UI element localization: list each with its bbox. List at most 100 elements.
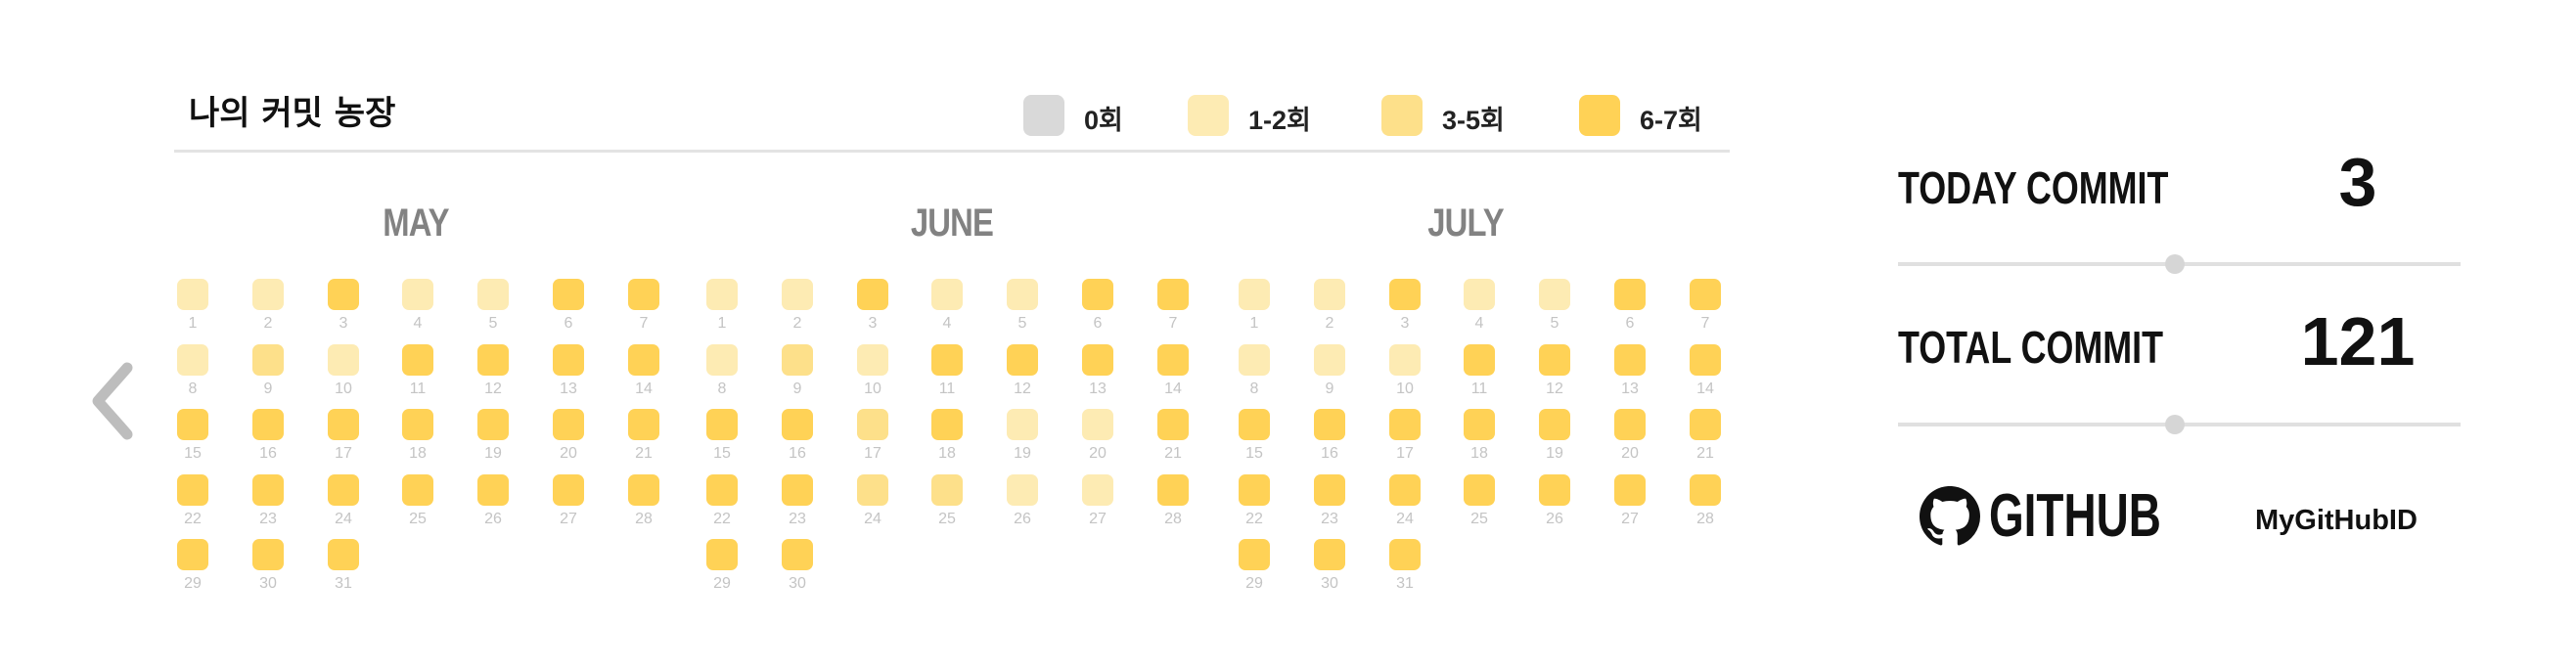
- day-cell-june-7[interactable]: 7: [1151, 279, 1196, 334]
- day-cell-july-2[interactable]: 2: [1307, 279, 1352, 334]
- day-cell-may-29[interactable]: 29: [170, 539, 215, 594]
- day-cell-july-24[interactable]: 24: [1382, 474, 1427, 529]
- day-cell-june-1[interactable]: 1: [700, 279, 745, 334]
- day-cell-may-3[interactable]: 3: [321, 279, 366, 334]
- day-cell-july-31[interactable]: 31: [1382, 539, 1427, 594]
- day-number: 12: [1546, 381, 1563, 397]
- day-cell-july-17[interactable]: 17: [1382, 409, 1427, 464]
- github-user-id[interactable]: MyGitHubID: [2255, 505, 2418, 536]
- commit-box: [177, 539, 208, 570]
- day-cell-july-19[interactable]: 19: [1532, 409, 1577, 464]
- day-cell-may-14[interactable]: 14: [621, 344, 666, 399]
- day-cell-june-25[interactable]: 25: [925, 474, 970, 529]
- day-cell-may-17[interactable]: 17: [321, 409, 366, 464]
- day-number: 12: [1014, 381, 1031, 397]
- day-cell-july-26[interactable]: 26: [1532, 474, 1577, 529]
- day-cell-may-2[interactable]: 2: [246, 279, 291, 334]
- day-cell-july-3[interactable]: 3: [1382, 279, 1427, 334]
- day-cell-may-31[interactable]: 31: [321, 539, 366, 594]
- day-cell-may-30[interactable]: 30: [246, 539, 291, 594]
- day-cell-july-23[interactable]: 23: [1307, 474, 1352, 529]
- day-cell-may-11[interactable]: 11: [395, 344, 440, 399]
- day-cell-may-26[interactable]: 26: [471, 474, 516, 529]
- day-cell-june-8[interactable]: 8: [700, 344, 745, 399]
- day-cell-july-27[interactable]: 27: [1607, 474, 1652, 529]
- day-cell-june-21[interactable]: 21: [1151, 409, 1196, 464]
- day-cell-june-28[interactable]: 28: [1151, 474, 1196, 529]
- day-cell-july-29[interactable]: 29: [1232, 539, 1277, 594]
- day-cell-july-14[interactable]: 14: [1683, 344, 1728, 399]
- day-cell-july-4[interactable]: 4: [1457, 279, 1502, 334]
- day-cell-july-11[interactable]: 11: [1457, 344, 1502, 399]
- day-cell-june-3[interactable]: 3: [850, 279, 895, 334]
- day-cell-june-9[interactable]: 9: [775, 344, 820, 399]
- day-cell-june-2[interactable]: 2: [775, 279, 820, 334]
- day-cell-may-21[interactable]: 21: [621, 409, 666, 464]
- day-cell-june-29[interactable]: 29: [700, 539, 745, 594]
- day-cell-june-19[interactable]: 19: [1000, 409, 1045, 464]
- day-cell-june-13[interactable]: 13: [1075, 344, 1120, 399]
- day-cell-may-15[interactable]: 15: [170, 409, 215, 464]
- day-cell-may-18[interactable]: 18: [395, 409, 440, 464]
- day-cell-may-23[interactable]: 23: [246, 474, 291, 529]
- day-cell-july-25[interactable]: 25: [1457, 474, 1502, 529]
- day-cell-july-5[interactable]: 5: [1532, 279, 1577, 334]
- day-cell-july-10[interactable]: 10: [1382, 344, 1427, 399]
- day-cell-june-15[interactable]: 15: [700, 409, 745, 464]
- day-cell-june-4[interactable]: 4: [925, 279, 970, 334]
- day-cell-july-1[interactable]: 1: [1232, 279, 1277, 334]
- day-cell-june-22[interactable]: 22: [700, 474, 745, 529]
- day-cell-june-24[interactable]: 24: [850, 474, 895, 529]
- day-cell-june-10[interactable]: 10: [850, 344, 895, 399]
- day-cell-june-14[interactable]: 14: [1151, 344, 1196, 399]
- previous-month-button[interactable]: [86, 360, 145, 442]
- day-cell-july-30[interactable]: 30: [1307, 539, 1352, 594]
- day-cell-may-5[interactable]: 5: [471, 279, 516, 334]
- day-cell-may-28[interactable]: 28: [621, 474, 666, 529]
- day-cell-june-16[interactable]: 16: [775, 409, 820, 464]
- day-cell-july-6[interactable]: 6: [1607, 279, 1652, 334]
- day-cell-june-30[interactable]: 30: [775, 539, 820, 594]
- day-cell-july-8[interactable]: 8: [1232, 344, 1277, 399]
- day-cell-may-13[interactable]: 13: [546, 344, 591, 399]
- day-cell-may-20[interactable]: 20: [546, 409, 591, 464]
- day-cell-june-27[interactable]: 27: [1075, 474, 1120, 529]
- day-cell-july-7[interactable]: 7: [1683, 279, 1728, 334]
- day-cell-june-23[interactable]: 23: [775, 474, 820, 529]
- day-cell-july-22[interactable]: 22: [1232, 474, 1277, 529]
- day-cell-june-12[interactable]: 12: [1000, 344, 1045, 399]
- day-cell-may-7[interactable]: 7: [621, 279, 666, 334]
- day-cell-july-12[interactable]: 12: [1532, 344, 1577, 399]
- day-cell-july-18[interactable]: 18: [1457, 409, 1502, 464]
- day-cell-may-4[interactable]: 4: [395, 279, 440, 334]
- day-cell-may-12[interactable]: 12: [471, 344, 516, 399]
- day-cell-june-17[interactable]: 17: [850, 409, 895, 464]
- day-cell-may-16[interactable]: 16: [246, 409, 291, 464]
- day-cell-june-26[interactable]: 26: [1000, 474, 1045, 529]
- day-cell-may-19[interactable]: 19: [471, 409, 516, 464]
- day-cell-may-6[interactable]: 6: [546, 279, 591, 334]
- day-cell-june-5[interactable]: 5: [1000, 279, 1045, 334]
- day-number: 6: [564, 315, 573, 332]
- github-label[interactable]: GITHUB: [1989, 482, 2161, 550]
- day-cell-june-20[interactable]: 20: [1075, 409, 1120, 464]
- day-cell-june-6[interactable]: 6: [1075, 279, 1120, 334]
- day-cell-may-24[interactable]: 24: [321, 474, 366, 529]
- day-cell-june-18[interactable]: 18: [925, 409, 970, 464]
- day-cell-june-11[interactable]: 11: [925, 344, 970, 399]
- day-cell-july-21[interactable]: 21: [1683, 409, 1728, 464]
- day-cell-may-25[interactable]: 25: [395, 474, 440, 529]
- day-cell-may-8[interactable]: 8: [170, 344, 215, 399]
- day-cell-may-10[interactable]: 10: [321, 344, 366, 399]
- day-cell-may-27[interactable]: 27: [546, 474, 591, 529]
- day-cell-july-20[interactable]: 20: [1607, 409, 1652, 464]
- day-cell-july-15[interactable]: 15: [1232, 409, 1277, 464]
- day-cell-may-22[interactable]: 22: [170, 474, 215, 529]
- github-octocat-icon[interactable]: [1920, 486, 1980, 547]
- day-cell-may-1[interactable]: 1: [170, 279, 215, 334]
- day-cell-july-13[interactable]: 13: [1607, 344, 1652, 399]
- day-cell-may-9[interactable]: 9: [246, 344, 291, 399]
- day-cell-july-16[interactable]: 16: [1307, 409, 1352, 464]
- day-cell-july-28[interactable]: 28: [1683, 474, 1728, 529]
- day-cell-july-9[interactable]: 9: [1307, 344, 1352, 399]
